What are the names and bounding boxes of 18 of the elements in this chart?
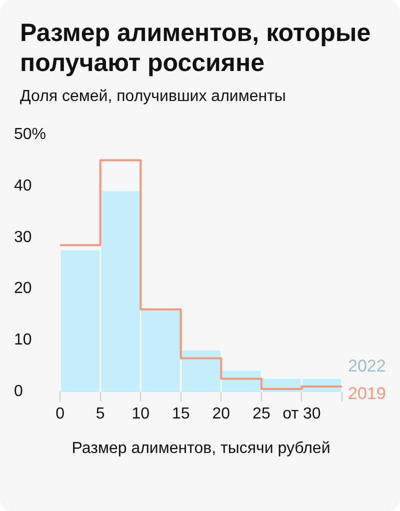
y-tick-label: 40 xyxy=(14,177,32,194)
series-label: 2022 xyxy=(348,356,386,376)
y-tick-label: 20 xyxy=(14,280,32,298)
x-tick-label: 25 xyxy=(252,406,270,423)
y-tick-label: 0 xyxy=(14,383,23,400)
x-tick-label: 5 xyxy=(96,406,105,423)
y-tick-label: 10 xyxy=(14,332,32,349)
chart-title: Размер алиментов, которые получают россияне xyxy=(20,18,372,78)
x-tick-label: 15 xyxy=(172,406,190,423)
series-label: 2019 xyxy=(348,384,386,404)
x-tick-label: 10 xyxy=(132,406,150,423)
x-axis-title: Размер алиментов, тысячи рублей xyxy=(72,440,330,457)
x-tick-label: от 30 xyxy=(282,406,321,423)
chart-subtitle: Доля семей, получивших алименты xyxy=(20,88,286,106)
x-tick-label: 0 xyxy=(56,406,65,423)
x-tick-label: 20 xyxy=(212,406,230,423)
y-tick-label: 50% xyxy=(14,126,46,144)
y-tick-label: 30 xyxy=(14,228,32,246)
